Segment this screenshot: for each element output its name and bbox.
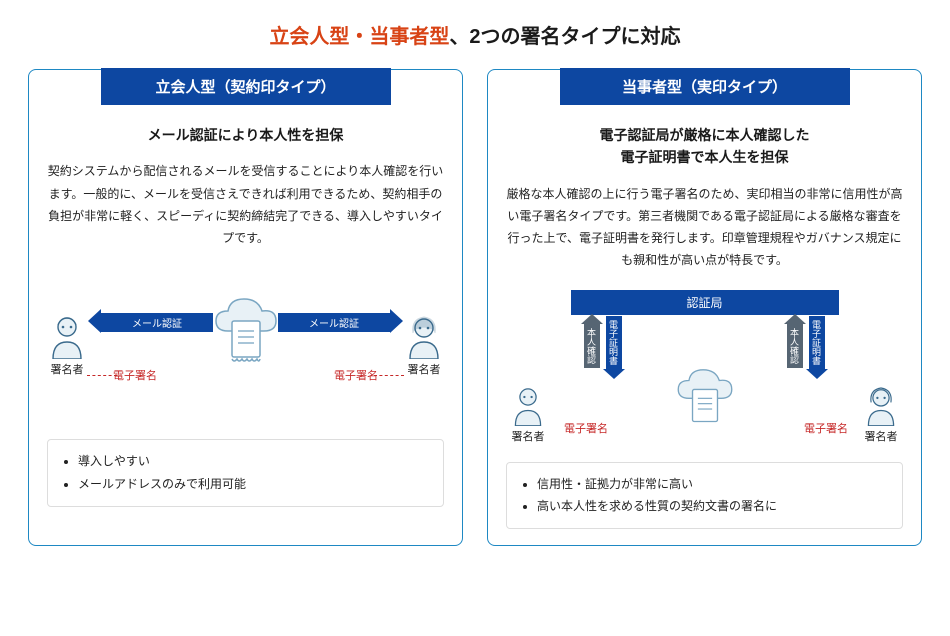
arrow-cert-right: 電子証明書 [809, 316, 825, 369]
arrow-identity-right: 本人確認 [787, 324, 803, 368]
subtitle-line: 電子証明書で本人生を担保 [621, 149, 789, 165]
person-label: 署名者 [863, 428, 899, 444]
sig-label-right: 電子署名 [804, 420, 848, 436]
cloud-icon [206, 297, 286, 376]
list-item: 信用性・証拠力が非常に高い [537, 473, 888, 496]
list-item: メールアドレスのみで利用可能 [78, 473, 429, 496]
card-left-body: 契約システムから配信されるメールを受信することにより本人確認を行います。一般的に… [47, 160, 444, 249]
card-right-header: 当事者型（実印タイプ） [560, 68, 850, 105]
person-label: 署名者 [404, 361, 444, 377]
sig-label-left: 電子署名 [113, 367, 157, 383]
arrow-identity-left: 本人確認 [584, 324, 600, 368]
ca-bar: 認証局 [571, 290, 839, 315]
arrow-label: メール認証 [278, 313, 390, 332]
cards-row: 立会人型（契約印タイプ） メール認証により本人性を担保 契約システムから配信され… [28, 69, 922, 546]
card-right-body: 厳格な本人確認の上に行う電子署名のため、実印相当の非常に信用性が高い電子署名タイ… [506, 183, 903, 272]
title-rest: 、2つの署名タイプに対応 [449, 26, 680, 48]
diagram-right: 認証局 本人確認 電子証明書 本人確認 電子証明書 署名者 署名者 電子署名 電… [506, 290, 903, 450]
sig-line-icon [374, 375, 404, 376]
signer-left-icon: 署名者 [510, 386, 546, 444]
list-item: 導入しやすい [78, 450, 429, 473]
title-highlight: 立会人型・当事者型 [269, 26, 449, 48]
person-label: 署名者 [47, 361, 87, 377]
signer-right-icon: 署名者 [404, 315, 444, 377]
card-right: 当事者型（実印タイプ） 電子認証局が厳格に本人確認した 電子証明書で本人生を担保… [487, 69, 922, 546]
diagram-left: 署名者 メール認証 メール認証 署名者 電子署名 電子署名 [47, 267, 444, 427]
card-right-subtitle: 電子認証局が厳格に本人確認した 電子証明書で本人生を担保 [506, 124, 903, 169]
cloud-icon [669, 368, 741, 439]
arrow-cert-left: 電子証明書 [606, 316, 622, 369]
sig-label-right: 電子署名 [334, 367, 378, 383]
card-left-subtitle: メール認証により本人性を担保 [47, 124, 444, 146]
card-right-bullets: 信用性・証拠力が非常に高い 高い本人性を求める性質の契約文書の署名に [506, 462, 903, 530]
signer-right-icon: 署名者 [863, 386, 899, 444]
card-left: 立会人型（契約印タイプ） メール認証により本人性を担保 契約システムから配信され… [28, 69, 463, 546]
arrow-mail-right: メール認証 [278, 313, 390, 332]
card-left-header: 立会人型（契約印タイプ） [101, 68, 391, 105]
page-title: 立会人型・当事者型、2つの署名タイプに対応 [28, 20, 922, 49]
signer-left-icon: 署名者 [47, 315, 87, 377]
list-item: 高い本人性を求める性質の契約文書の署名に [537, 495, 888, 518]
arrow-label: メール認証 [101, 313, 213, 332]
arrow-mail-left: メール認証 [101, 313, 213, 332]
card-left-bullets: 導入しやすい メールアドレスのみで利用可能 [47, 439, 444, 507]
sig-label-left: 電子署名 [564, 420, 608, 436]
person-label: 署名者 [510, 428, 546, 444]
subtitle-line: 電子認証局が厳格に本人確認した [600, 127, 810, 143]
